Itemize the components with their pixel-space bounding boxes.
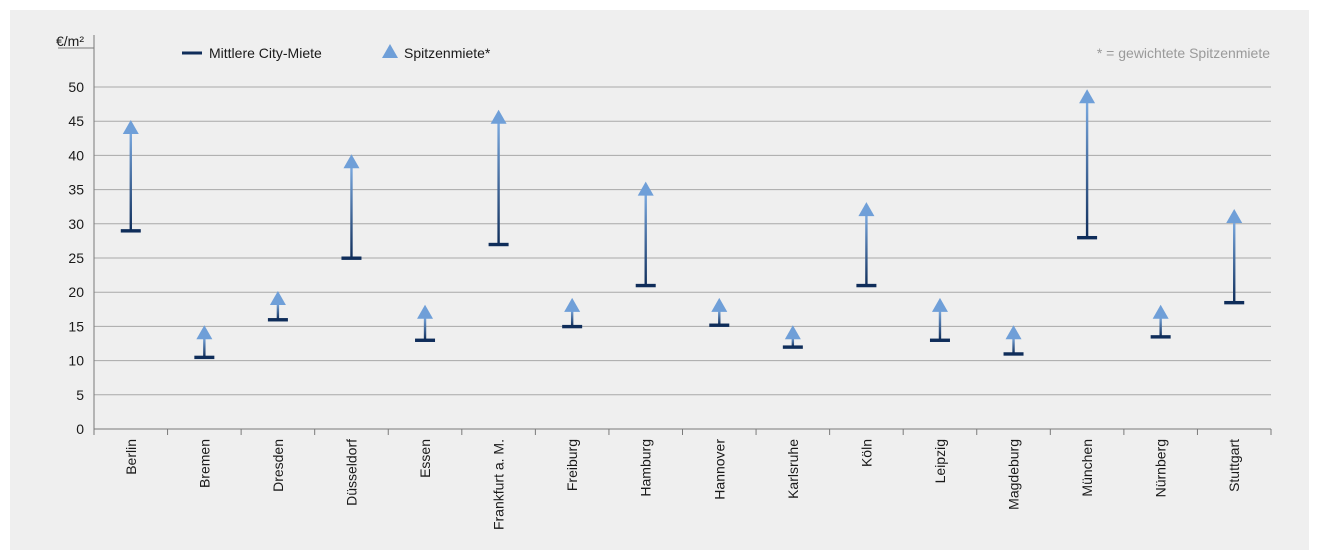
mittlere-miete-marker bbox=[1003, 352, 1024, 356]
mittlere-miete-marker bbox=[782, 345, 803, 349]
spitzenmiete-marker bbox=[122, 120, 139, 135]
range-stem bbox=[1233, 220, 1236, 303]
mittlere-miete-marker bbox=[194, 355, 215, 360]
range-stem bbox=[203, 337, 206, 358]
range-stem bbox=[1012, 337, 1015, 354]
spitzenmiete-marker bbox=[1005, 325, 1022, 340]
legend-label-spitzenmiete: Spitzenmiete* bbox=[404, 45, 491, 61]
range-stem bbox=[423, 316, 427, 341]
legend-label-mittlere: Mittlere City-Miete bbox=[209, 45, 322, 61]
category-label: Frankfurt a. M. bbox=[491, 439, 507, 530]
range-stem bbox=[276, 303, 280, 320]
category-label: München bbox=[1079, 439, 1095, 497]
spitzenmiete-marker bbox=[858, 202, 875, 217]
range-stem bbox=[865, 214, 868, 286]
spitzenmiete-marker bbox=[269, 291, 286, 306]
category-label: Köln bbox=[858, 439, 874, 467]
spitzenmiete-marker bbox=[490, 109, 507, 124]
mittlere-miete-marker bbox=[341, 256, 362, 260]
category-label: Magdeburg bbox=[1006, 439, 1022, 510]
mittlere-miete-marker bbox=[1077, 235, 1098, 240]
category-label: Leipzig bbox=[932, 439, 948, 483]
y-tick-label: 15 bbox=[68, 318, 84, 334]
mittlere-miete-marker bbox=[709, 323, 730, 327]
y-tick-label: 40 bbox=[68, 147, 84, 163]
spitzenmiete-marker bbox=[1226, 208, 1243, 223]
y-tick-label: 0 bbox=[76, 421, 84, 437]
mittlere-miete-marker bbox=[1224, 300, 1245, 305]
unit-label: €/m² bbox=[56, 33, 84, 49]
legend-triangle-swatch bbox=[382, 44, 398, 58]
y-tick-label: 45 bbox=[68, 113, 84, 129]
spitzenmiete-marker bbox=[564, 297, 581, 312]
range-stem bbox=[644, 193, 647, 286]
y-tick-label: 25 bbox=[68, 250, 84, 266]
mittlere-miete-marker bbox=[856, 283, 877, 288]
y-tick-label: 30 bbox=[68, 216, 84, 232]
range-stem bbox=[791, 337, 795, 347]
spitzenmiete-marker bbox=[196, 325, 213, 340]
range-stem bbox=[938, 309, 942, 341]
category-label: Hamburg bbox=[638, 439, 654, 497]
category-label: Stuttgart bbox=[1226, 439, 1242, 492]
category-label: Düsseldorf bbox=[343, 439, 359, 506]
footnote-label: * = gewichtete Spitzenmiete bbox=[1097, 45, 1270, 61]
mittlere-miete-marker bbox=[120, 229, 141, 233]
range-stem bbox=[718, 309, 721, 326]
range-stem bbox=[497, 121, 500, 245]
range-stem bbox=[1085, 101, 1089, 238]
mittlere-miete-marker bbox=[929, 338, 950, 342]
mittlere-miete-marker bbox=[1150, 335, 1171, 339]
category-label: Bremen bbox=[196, 439, 212, 488]
range-chart: 0 5 10 15 20 25 30 35 40 45 50 Berlin Bremen Dresden D… bbox=[56, 33, 1272, 530]
spitzenmiete-marker bbox=[637, 181, 654, 196]
y-tick-label: 35 bbox=[68, 182, 84, 198]
mittlere-miete-marker bbox=[488, 242, 509, 247]
y-tick-label: 5 bbox=[76, 387, 84, 403]
mittlere-miete-marker bbox=[415, 338, 436, 342]
range-stem bbox=[129, 132, 132, 231]
spitzenmiete-marker bbox=[931, 297, 948, 312]
range-stem bbox=[570, 309, 574, 327]
category-label: Freiburg bbox=[564, 439, 580, 491]
mittlere-miete-marker bbox=[267, 318, 288, 322]
range-stem bbox=[1159, 316, 1162, 337]
category-label: Essen bbox=[417, 439, 433, 478]
spitzenmiete-marker bbox=[784, 325, 801, 340]
mittlere-miete-marker bbox=[562, 324, 583, 329]
spitzenmiete-marker bbox=[1152, 304, 1169, 319]
category-label: Dresden bbox=[270, 439, 286, 492]
category-label: Nürnberg bbox=[1153, 439, 1169, 497]
spitzenmiete-marker bbox=[343, 154, 360, 169]
spitzenmiete-marker bbox=[711, 297, 728, 312]
y-tick-label: 20 bbox=[68, 284, 84, 300]
chart-panel: 0 5 10 15 20 25 30 35 40 45 50 Berlin Bremen Dresden D… bbox=[10, 10, 1309, 550]
mittlere-miete-marker bbox=[635, 283, 656, 288]
range-stem bbox=[350, 166, 353, 258]
y-tick-label: 50 bbox=[68, 79, 84, 95]
y-tick-label: 10 bbox=[68, 353, 84, 369]
spitzenmiete-marker bbox=[1079, 89, 1096, 104]
spitzenmiete-marker bbox=[417, 304, 434, 319]
category-label: Hannover bbox=[711, 439, 727, 500]
category-label: Karlsruhe bbox=[785, 439, 801, 499]
category-label: Berlin bbox=[123, 439, 139, 475]
